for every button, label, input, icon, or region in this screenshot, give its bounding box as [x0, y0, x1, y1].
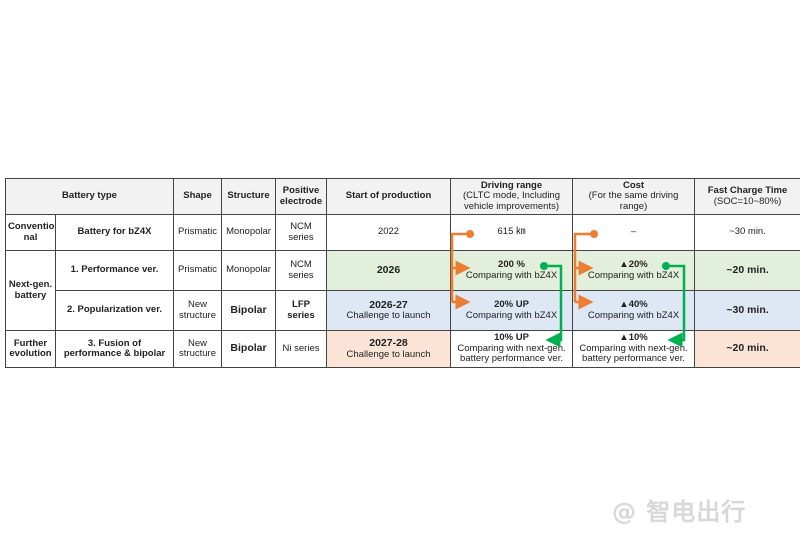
structure-cell: Bipolar — [221, 290, 277, 331]
group-further: Further evolution — [5, 330, 56, 368]
shape-line2: structure — [179, 348, 216, 359]
group-nextgen-line2: battery — [14, 289, 47, 301]
group-further-line1: Further — [13, 337, 48, 349]
start-cell: 2022 — [326, 214, 452, 251]
shape-cell: New structure — [173, 330, 223, 368]
charge-cell: ~30 min. — [694, 214, 800, 251]
header-range-sub2: vehicle improvements) — [463, 200, 560, 212]
header-battery-type: Battery type — [4, 178, 175, 215]
header-shape: Shape — [173, 178, 223, 215]
start-cell: 2026-27 Challenge to launch — [326, 290, 452, 331]
header-row: Battery type Shape Structure Positive el… — [4, 178, 800, 215]
range-sub: Comparing with bZ4X — [465, 269, 558, 281]
range-cell: 200 % Comparing with bZ4X — [450, 250, 574, 291]
electrode-cell: NCM series — [275, 250, 328, 291]
electrode-cell: LFP series — [275, 290, 328, 331]
start-sub: Challenge to launch — [346, 348, 431, 360]
shape-cell: Prismatic — [173, 214, 223, 251]
battery-name: Battery for bZ4X — [54, 214, 175, 251]
group-nextgen: Next-gen. battery — [5, 250, 56, 331]
cost-sub: Comparing with bZ4X — [587, 309, 680, 321]
cost-cell: ▲10% Comparing with next-gen. battery pe… — [572, 330, 696, 368]
electrode-cell: NCM series — [275, 214, 328, 251]
start-value: 2027-28 — [369, 337, 408, 349]
cost-sub: Comparing with bZ4X — [587, 269, 680, 281]
header-range-sub1: (CLTC mode, Including — [463, 190, 560, 202]
range-sub-line2: battery performance ver. — [460, 353, 563, 365]
group-further-line2: evolution — [9, 348, 52, 359]
shape-cell: New structure — [173, 290, 223, 331]
group-conventional-line2: nal — [23, 231, 38, 243]
battery-roadmap-table: Battery type Shape Structure Positive el… — [4, 178, 800, 368]
shape-cell: Prismatic — [173, 250, 223, 291]
cost-value: – — [630, 226, 637, 238]
shape-line1: New — [188, 337, 208, 349]
group-conventional-line1: Conventio — [8, 221, 55, 233]
cost-cell: ▲40% Comparing with bZ4X — [572, 290, 696, 331]
start-value: 2026-27 — [369, 298, 408, 311]
structure-cell: Monopolar — [221, 250, 277, 291]
group-nextgen-line1: Next-gen. — [8, 279, 53, 291]
range-sub: Comparing with bZ4X — [465, 309, 558, 321]
electrode-cell: Ni series — [275, 330, 328, 368]
range-sub-line1: Comparing with next-gen. — [457, 342, 566, 354]
cost-cell: ▲20% Comparing with bZ4X — [572, 250, 696, 291]
table-row: 2. Popularization ver. New structure Bip… — [6, 290, 800, 331]
charge-cell: ~30 min. — [694, 290, 800, 331]
range-cell: 615 ㎞ — [450, 214, 574, 251]
header-electrode-line1: Positive — [282, 185, 320, 197]
charge-cell: ~20 min. — [694, 250, 800, 291]
header-cost-sub2: range) — [619, 200, 648, 212]
header-charge-title: Fast Charge Time — [707, 185, 788, 197]
battery-name-line2: performance & bipolar — [63, 348, 166, 359]
range-value: 20% UP — [494, 299, 529, 311]
header-charge: Fast Charge Time (SOC=10~80%) — [694, 178, 800, 215]
header-charge-sub: (SOC=10~80%) — [713, 195, 782, 207]
header-cost-sub1: (For the same driving — [588, 190, 679, 202]
electrode-bold: LFP series — [287, 299, 315, 321]
header-range: Driving range (CLTC mode, Including vehi… — [450, 178, 574, 215]
header-electrode: Positive electrode — [275, 178, 328, 215]
range-cell: 20% UP Comparing with bZ4X — [450, 290, 574, 331]
cost-value: ▲40% — [619, 299, 648, 311]
start-sub: Challenge to launch — [346, 310, 431, 322]
header-electrode-line2: electrode — [279, 195, 323, 207]
range-cell: 10% UP Comparing with next-gen. battery … — [450, 330, 574, 368]
header-structure: Structure — [221, 178, 277, 215]
table-row: Conventio nal Battery for bZ4X Prismatic… — [5, 214, 800, 251]
group-conventional: Conventio nal — [5, 214, 56, 251]
cost-sub-line2: battery performance ver. — [582, 353, 685, 365]
battery-name: 3. Fusion of performance & bipolar — [54, 330, 175, 368]
cost-value: ▲20% — [619, 259, 648, 271]
watermark: @ 智电出行 — [612, 498, 747, 526]
battery-name: 1. Performance ver. — [54, 250, 175, 291]
battery-name: 2. Popularization ver. — [54, 290, 175, 331]
shape-line1: New — [188, 299, 208, 311]
header-cost: Cost (For the same driving range) — [572, 178, 696, 215]
charge-cell: ~20 min. — [694, 330, 800, 368]
start-cell: 2026 — [326, 250, 452, 291]
structure-cell: Monopolar — [221, 214, 277, 251]
range-value: 10% UP — [494, 332, 529, 344]
cost-value: ▲10% — [619, 332, 648, 344]
table-row: Next-gen. battery 1. Performance ver. Pr… — [5, 250, 800, 331]
range-value: 615 ㎞ — [497, 226, 526, 238]
start-cell: 2027-28 Challenge to launch — [326, 330, 452, 368]
cost-cell: – — [572, 214, 696, 251]
header-cost-title: Cost — [622, 179, 645, 191]
range-value: 200 % — [498, 259, 525, 271]
shape-line2: structure — [179, 309, 216, 321]
battery-name-line1: 3. Fusion of — [87, 337, 142, 349]
header-start: Start of production — [326, 178, 452, 215]
header-range-title: Driving range — [480, 179, 543, 191]
table-row: Further evolution 3. Fusion of performan… — [5, 330, 800, 368]
cost-sub-line1: Comparing with next-gen. — [579, 342, 688, 354]
structure-cell: Bipolar — [221, 330, 277, 368]
